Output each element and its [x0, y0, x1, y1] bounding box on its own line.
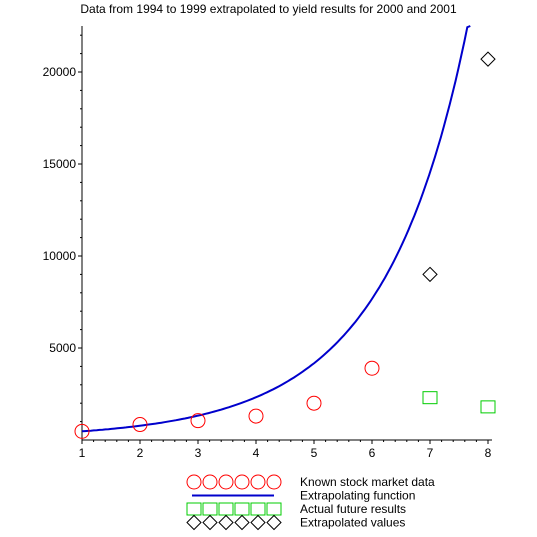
- legend-swatch-known-stock-market-data: [218, 474, 234, 490]
- legend-swatch-extrapolated-values: [234, 514, 250, 531]
- legend-label-known-stock-market-data: Known stock market data: [300, 475, 435, 489]
- legend-swatch-known-stock-market-data: [266, 474, 282, 490]
- legend-swatch-actual-future-results: [218, 502, 234, 516]
- curve-group: [81, 25, 471, 433]
- extrapolating-function-line: [81, 25, 471, 433]
- known-stock-market-data-point: [74, 423, 90, 439]
- known-stock-market-data-point: [248, 408, 264, 424]
- legend-swatch-extrapolated-values: [218, 514, 234, 531]
- x-tick-label: 4: [253, 446, 260, 460]
- known-stock-market-data-point: [364, 360, 380, 376]
- legend-swatch-extrapolated-values: [250, 514, 266, 531]
- legend-swatch-actual-future-results: [266, 502, 282, 516]
- x-tick-label: 6: [369, 446, 376, 460]
- actual-future-results-point: [422, 391, 438, 405]
- legend-label-actual-future-results: Actual future results: [300, 502, 406, 516]
- y-tick-label: 5000: [49, 341, 76, 355]
- x-tick-label: 8: [485, 446, 492, 460]
- legend-swatch-actual-future-results: [250, 502, 266, 516]
- legend-label-extrapolating-function: Extrapolating function: [300, 489, 415, 503]
- legend-swatch-known-stock-market-data: [186, 474, 202, 490]
- x-tick-label: 2: [137, 446, 144, 460]
- y-tick-label: 10000: [43, 249, 77, 263]
- known-stock-market-data-point: [306, 395, 322, 411]
- legend-swatch-known-stock-market-data: [250, 474, 266, 490]
- markers-group: [74, 51, 496, 439]
- legend-swatch-actual-future-results: [234, 502, 250, 516]
- x-tick-label: 7: [427, 446, 434, 460]
- legend-swatch-extrapolated-values: [202, 514, 218, 531]
- legend-swatch-known-stock-market-data: [202, 474, 218, 490]
- axes: 1 2 3 4 5 6 7 8 5000 10000 15000 20000: [43, 26, 492, 460]
- legend-swatch-extrapolated-values: [266, 514, 282, 531]
- x-tick-label: 3: [195, 446, 202, 460]
- extrapolated-values-point: [422, 266, 438, 283]
- legend-swatch-actual-future-results: [186, 502, 202, 516]
- legend-label-extrapolated-values: Extrapolated values: [300, 516, 405, 530]
- legend-swatch-known-stock-market-data: [234, 474, 250, 490]
- known-stock-market-data-point: [190, 413, 206, 429]
- chart-title: Data from 1994 to 1999 extrapolated to y…: [80, 2, 457, 16]
- known-stock-market-data-point: [132, 417, 148, 433]
- actual-future-results-point: [480, 400, 496, 414]
- x-tick-label: 5: [311, 446, 318, 460]
- y-tick-label: 15000: [43, 157, 77, 171]
- legend-swatch-extrapolated-values: [186, 514, 202, 531]
- x-tick-label: 1: [79, 446, 86, 460]
- y-tick-label: 20000: [43, 65, 77, 79]
- legend-swatch-actual-future-results: [202, 502, 218, 516]
- extrapolated-values-point: [480, 51, 496, 67]
